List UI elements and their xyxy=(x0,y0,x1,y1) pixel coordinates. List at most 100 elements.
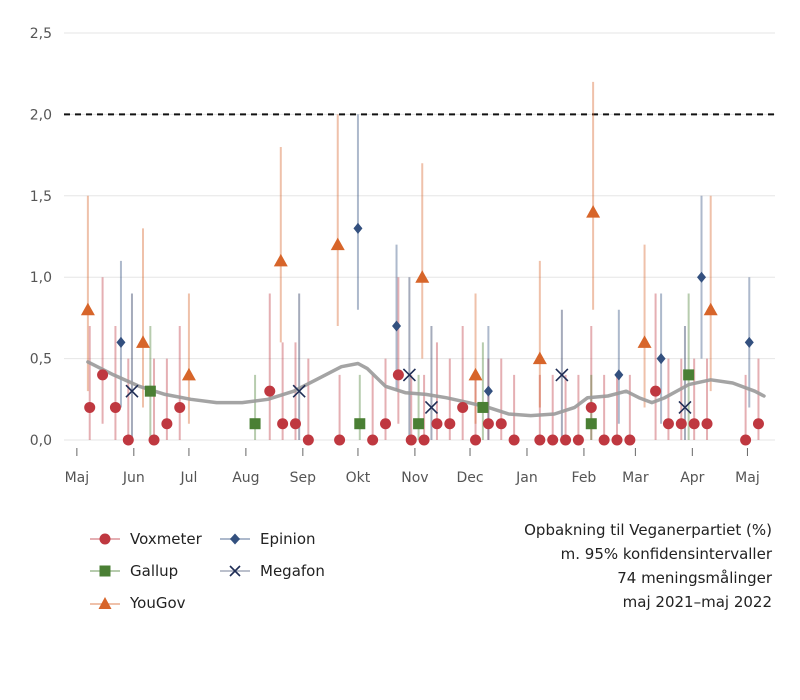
yougov-point xyxy=(532,351,547,365)
legend-label: YouGov xyxy=(130,594,186,612)
voxmeter-point xyxy=(688,418,700,430)
megafon-point xyxy=(402,368,416,382)
caption-subtitle: m. 95% konfidensintervaller xyxy=(560,545,772,563)
yougov-point xyxy=(703,302,718,316)
poll-chart: 0,0 0,5 1,0 1,5 2,0 2,5 Maj Jun Jul Aug Sep Okt Nov D… xyxy=(30,26,775,486)
voxmeter-point xyxy=(740,434,752,446)
yougov-point xyxy=(181,367,196,381)
voxmeter-marker-icon xyxy=(90,533,120,545)
voxmeter-point xyxy=(418,434,430,446)
voxmeter-point xyxy=(752,418,764,430)
gallup-marker-icon xyxy=(90,565,120,577)
y-tick-label: 2,5 xyxy=(30,26,52,42)
x-tick-label: Apr xyxy=(680,470,704,486)
x-stroke xyxy=(424,400,439,415)
y-tick-label: 0,0 xyxy=(30,433,52,449)
voxmeter-point xyxy=(701,418,713,430)
x-stroke xyxy=(402,368,416,382)
x-tick-label: Jul xyxy=(179,470,197,486)
megafon-point xyxy=(292,384,306,398)
y-tick-label: 2,0 xyxy=(30,107,52,123)
voxmeter-point xyxy=(122,434,134,446)
x-stroke xyxy=(125,384,139,398)
gallup-point xyxy=(249,418,261,430)
voxmeter-point xyxy=(431,418,443,430)
voxmeter-point xyxy=(264,385,276,397)
epinion-point xyxy=(697,271,707,283)
voxmeter-point xyxy=(470,434,482,446)
trend-path xyxy=(86,360,766,418)
voxmeter-point xyxy=(611,434,623,446)
voxmeter-point xyxy=(598,434,610,446)
voxmeter-point xyxy=(405,434,417,446)
voxmeter-point xyxy=(650,385,662,397)
voxmeter-point xyxy=(662,418,674,430)
voxmeter-point xyxy=(572,434,584,446)
epinion-point xyxy=(656,353,666,365)
megafon-point xyxy=(555,368,569,382)
legend-label: Voxmeter xyxy=(130,530,202,548)
megafon-point xyxy=(678,400,692,415)
epinion-point xyxy=(744,336,754,348)
legend: Voxmeter Gallup YouGov Epinion Megafon xyxy=(88,522,348,622)
yougov-point xyxy=(637,335,652,348)
caption-title: Opbakning til Veganerpartiet (%) xyxy=(524,521,772,539)
x-tick-label: Dec xyxy=(456,470,483,486)
x-tick-label: Jan xyxy=(515,470,538,486)
y-tick-label: 1,0 xyxy=(30,270,52,286)
voxmeter-point xyxy=(97,369,109,381)
yougov-point xyxy=(330,237,345,251)
x-tick-label: Sep xyxy=(290,470,317,486)
yougov-point xyxy=(273,253,288,267)
yougov-point xyxy=(136,335,150,348)
yougov-point xyxy=(468,367,483,381)
y-tick-label: 0,5 xyxy=(30,352,52,368)
voxmeter-point xyxy=(675,418,687,430)
legend-item-epinion: Epinion xyxy=(218,530,316,548)
x-tick-label: Nov xyxy=(401,470,428,486)
caption-period: maj 2021–maj 2022 xyxy=(622,593,772,611)
voxmeter-point xyxy=(392,369,404,381)
trend-line xyxy=(86,360,766,418)
megafon-point xyxy=(424,400,439,415)
voxmeter-point xyxy=(109,401,121,413)
x-tick-label: Jun xyxy=(122,470,145,486)
voxmeter-point xyxy=(444,418,456,430)
epinion-point xyxy=(483,385,493,397)
epinion-point xyxy=(614,369,624,381)
x-tick-label: Maj xyxy=(735,470,760,486)
legend-label: Epinion xyxy=(260,530,316,548)
voxmeter-point xyxy=(161,418,173,430)
gallup-point xyxy=(585,418,597,430)
legend-item-voxmeter: Voxmeter xyxy=(88,530,202,548)
epinion-point xyxy=(353,222,363,234)
voxmeter-point xyxy=(547,434,559,446)
voxmeter-point xyxy=(534,434,546,446)
voxmeter-point xyxy=(367,434,379,446)
legend-item-megafon: Megafon xyxy=(218,562,325,580)
axes: 0,0 0,5 1,0 1,5 2,0 2,5 Maj Jun Jul Aug Sep Okt Nov D… xyxy=(30,26,760,486)
voxmeter-point xyxy=(174,401,186,413)
legend-label: Gallup xyxy=(130,562,179,580)
voxmeter-point xyxy=(380,418,392,430)
caption-count: 74 meningsmålinger xyxy=(617,569,772,587)
x-tick-label: Okt xyxy=(346,470,371,486)
yougov-point xyxy=(586,205,601,218)
x-stroke xyxy=(292,384,306,398)
yougov-point xyxy=(80,302,95,316)
voxmeter-point xyxy=(624,434,636,446)
yougov-point xyxy=(415,270,430,283)
voxmeter-point xyxy=(148,434,160,446)
gallup-point xyxy=(683,369,695,381)
voxmeter-point xyxy=(585,401,597,413)
megafon-point xyxy=(125,384,139,398)
x-tick-label: Feb xyxy=(572,470,597,486)
voxmeter-point xyxy=(508,434,520,446)
megafon-marker-icon xyxy=(220,565,250,577)
x-tick-label: Mar xyxy=(622,470,649,486)
poll-markers xyxy=(80,205,764,446)
x-stroke xyxy=(555,368,569,382)
legend-item-gallup: Gallup xyxy=(88,562,178,580)
gallup-point xyxy=(413,418,425,430)
x-stroke xyxy=(678,400,692,415)
